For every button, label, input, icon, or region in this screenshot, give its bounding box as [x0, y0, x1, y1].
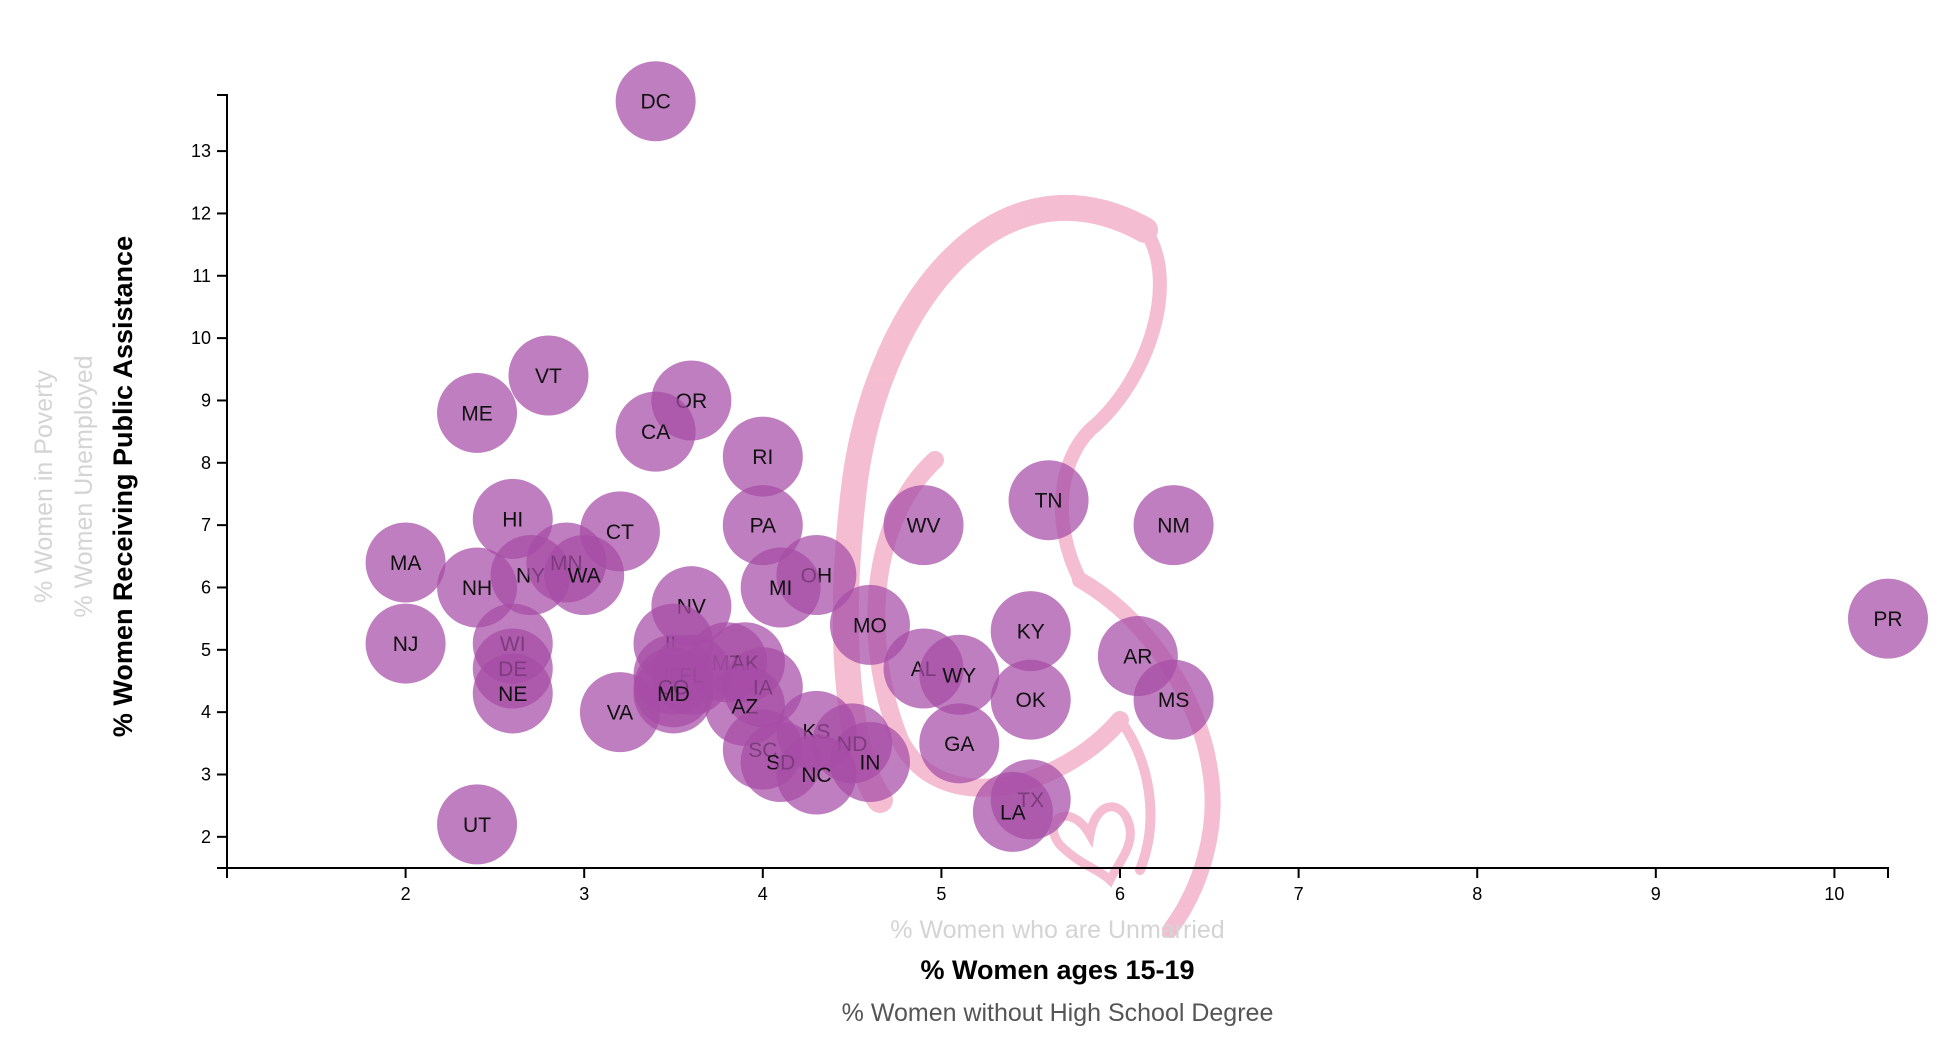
data-point-mi[interactable]: MI [740, 547, 821, 628]
data-point-circle[interactable] [740, 547, 821, 628]
x-tick-label: 3 [579, 884, 589, 904]
data-point-circle[interactable] [365, 522, 446, 603]
data-point-circle[interactable] [1848, 578, 1928, 659]
data-point-ms[interactable]: MS [1133, 659, 1214, 740]
data-point-circle[interactable] [579, 672, 660, 753]
data-point-circle[interactable] [544, 535, 625, 616]
x-tick-label: 2 [401, 884, 411, 904]
data-point-circle[interactable] [722, 485, 803, 566]
data-point-vt[interactable]: VT [508, 335, 589, 416]
y-axis-option-2[interactable]: % Women Unemployed [70, 355, 98, 617]
data-point-circle[interactable] [829, 584, 910, 665]
data-point-circle[interactable] [990, 659, 1071, 740]
data-point-circle[interactable] [472, 653, 553, 734]
data-point-ne[interactable]: NE [472, 653, 553, 734]
data-point-nc[interactable]: NC [776, 734, 857, 815]
y-tick-label: 10 [191, 328, 211, 348]
data-point-ma[interactable]: MA [365, 522, 446, 603]
data-point-ri[interactable]: RI [722, 416, 803, 497]
data-point-ky[interactable]: KY [990, 591, 1071, 672]
x-tick-label: 9 [1651, 884, 1661, 904]
data-point-circle[interactable] [883, 485, 964, 566]
data-point-circle[interactable] [508, 335, 589, 416]
data-point-nj[interactable]: NJ [365, 603, 446, 684]
data-point-ok[interactable]: OK [990, 659, 1071, 740]
data-point-circle[interactable] [615, 391, 696, 472]
data-point-pr[interactable]: PR [1848, 578, 1928, 659]
x-tick-label: 4 [758, 884, 768, 904]
data-point-circle[interactable] [990, 591, 1071, 672]
data-point-circle[interactable] [1008, 460, 1089, 541]
data-point-circle[interactable] [972, 771, 1053, 852]
x-tick-label: 10 [1824, 884, 1844, 904]
data-point-wv[interactable]: WV [883, 485, 964, 566]
x-tick-label: 5 [936, 884, 946, 904]
data-point-wa[interactable]: WA [544, 535, 625, 616]
data-point-circle[interactable] [437, 372, 518, 453]
x-axis-option-3[interactable]: % Women without High School Degree [842, 999, 1274, 1027]
axis-titles: % Women who are Unmarried % Women ages 15… [30, 236, 1273, 1027]
data-point-dc[interactable]: DC [615, 61, 696, 142]
x-tick-label: 7 [1294, 884, 1304, 904]
y-axis-line [217, 94, 228, 869]
y-tick-label: 3 [201, 764, 211, 784]
y-axis-option-3[interactable]: % Women Receiving Public Assistance [108, 236, 138, 737]
data-point-va[interactable]: VA [579, 672, 660, 753]
y-axis-option-1[interactable]: % Women in Poverty [30, 370, 58, 603]
x-tick-label: 6 [1115, 884, 1125, 904]
data-point-circle[interactable] [919, 634, 1000, 715]
x-axis-option-1[interactable]: % Women who are Unmarried [890, 916, 1224, 944]
x-tick-label: 8 [1472, 884, 1482, 904]
y-tick-label: 5 [201, 640, 211, 660]
data-point-circle[interactable] [1133, 485, 1214, 566]
x-axis-option-2[interactable]: % Women ages 15-19 [920, 955, 1194, 985]
y-tick-label: 11 [192, 266, 211, 286]
data-point-ca[interactable]: CA [615, 391, 696, 472]
y-tick-label: 7 [201, 515, 211, 535]
data-point-circle[interactable] [615, 61, 696, 142]
data-point-circle[interactable] [1133, 659, 1214, 740]
data-point-tn[interactable]: TN [1008, 460, 1089, 541]
data-point-wy[interactable]: WY [919, 634, 1000, 715]
data-point-me[interactable]: ME [437, 372, 518, 453]
plot-area: DCVTMEORCARIHICTPAWVTNNMMANHNYMNWAOHMINV… [365, 61, 1928, 865]
data-point-nm[interactable]: NM [1133, 485, 1214, 566]
y-tick-label: 8 [201, 453, 211, 473]
y-tick-label: 4 [201, 702, 211, 722]
data-point-ga[interactable]: GA [919, 703, 1000, 784]
data-point-circle[interactable] [722, 416, 803, 497]
y-tick-label: 9 [201, 390, 211, 410]
y-tick-label: 6 [201, 577, 211, 597]
y-tick-label: 12 [191, 203, 211, 223]
data-point-circle[interactable] [437, 784, 518, 865]
y-tick-label: 13 [191, 141, 211, 161]
data-point-circle[interactable] [919, 703, 1000, 784]
data-point-ut[interactable]: UT [437, 784, 518, 865]
data-point-circle[interactable] [776, 734, 857, 815]
y-tick-label: 2 [201, 827, 211, 847]
data-point-la[interactable]: LA [972, 771, 1053, 852]
data-point-circle[interactable] [365, 603, 446, 684]
axes: 2 3 4 5 6 7 8 9 10 11 12 13 2 3 4 5 6 7 8 9 10 [191, 94, 1889, 904]
x-axis-line [226, 867, 1889, 878]
